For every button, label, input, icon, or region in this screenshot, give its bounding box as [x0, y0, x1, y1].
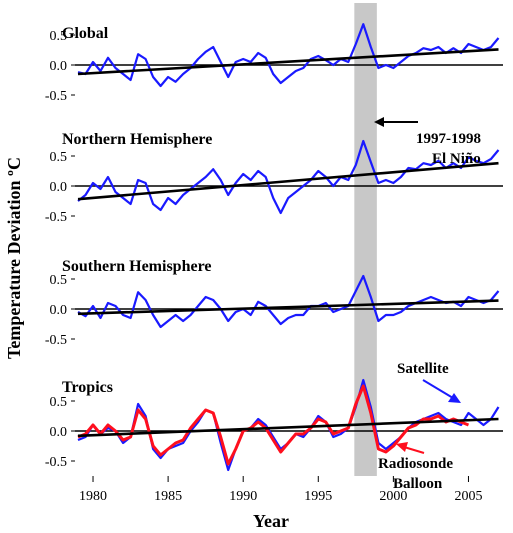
y-tick-label: 0.5 — [50, 395, 68, 410]
x-tick-label: 1990 — [229, 489, 257, 504]
series-line — [77, 274, 500, 329]
x-tick-label: 1995 — [304, 489, 332, 504]
x-axis-label: Year — [253, 511, 289, 531]
series-line — [77, 139, 500, 215]
panel-title: Northern Hemisphere — [62, 131, 212, 148]
y-axis-label: Temperature Deviation ºC — [4, 157, 24, 359]
trend-line — [77, 161, 499, 201]
trend-line — [77, 417, 499, 438]
y-tick-label: -0.5 — [45, 455, 67, 470]
satellite-arrow — [422, 379, 461, 403]
y-tick-label: -0.5 — [45, 89, 67, 104]
panel-1: 0.5 0.0 -0.5 Northern Hemisphere — [45, 131, 503, 225]
series-line — [77, 23, 500, 88]
el-nino-annotation-label: El Niño — [432, 151, 481, 167]
y-tick-label: 0.0 — [50, 425, 68, 440]
el-nino-arrow — [374, 117, 418, 127]
x-tick-label: 2005 — [454, 489, 482, 504]
panel-title: Southern Hemisphere — [62, 258, 211, 275]
series-line — [77, 384, 470, 466]
panel-2: 0.5 0.0 -0.5 Southern Hemisphere — [45, 258, 503, 348]
y-tick-label: 0.0 — [50, 180, 68, 195]
panel-3: 0.5 0.0 -0.5 Tropics — [45, 378, 503, 472]
y-tick-label: 0.0 — [50, 303, 68, 318]
panel-0: 0.5 0.0 -0.5 Global — [45, 23, 503, 104]
y-tick-label: 0.5 — [50, 29, 68, 44]
el-nino-annotation-years: 1997-1998 — [416, 131, 481, 147]
y-tick-label: -0.5 — [45, 210, 67, 225]
panel-title: Tropics — [62, 379, 113, 396]
y-tick-label: 0.0 — [50, 59, 68, 74]
y-tick-label: 0.5 — [50, 273, 68, 288]
trend-line — [77, 299, 499, 316]
satellite-annotation: Satellite — [397, 361, 449, 377]
panel-title: Global — [62, 25, 109, 42]
x-tick-label: 1980 — [79, 489, 107, 504]
x-tick-label: 1985 — [154, 489, 182, 504]
radiosonde-arrow — [396, 442, 425, 454]
trend-line — [77, 48, 499, 76]
radiosonde-annotation-line1: Radiosonde — [378, 456, 453, 472]
el-nino-shaded-band — [354, 3, 377, 476]
x-tick-label: 2000 — [379, 489, 407, 504]
x-axis: 1980 1985 1990 1995 2000 2005 — [79, 476, 482, 504]
radiosonde-annotation-line2: Balloon — [393, 476, 443, 492]
y-tick-label: 0.5 — [50, 150, 68, 165]
y-tick-label: -0.5 — [45, 333, 67, 348]
